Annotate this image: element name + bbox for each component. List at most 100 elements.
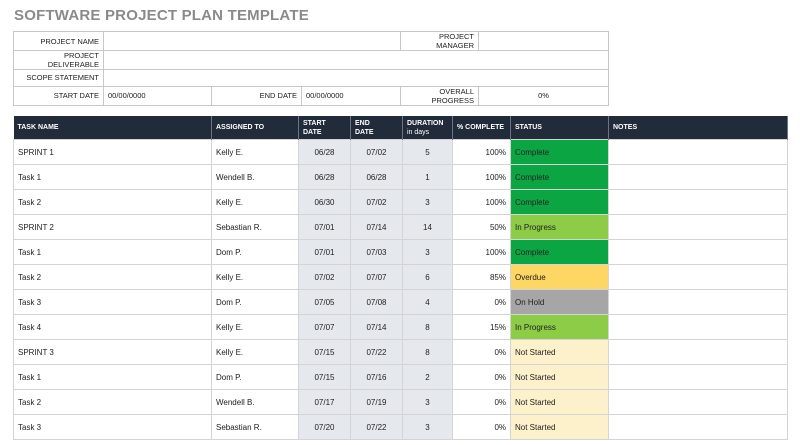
status-cell[interactable]: In Progress: [510, 314, 609, 340]
header-percent-complete[interactable]: % COMPLETE: [452, 116, 511, 140]
task-name-cell[interactable]: SPRINT 2: [13, 214, 212, 240]
header-duration[interactable]: DURATION in days: [402, 116, 453, 140]
table-row[interactable]: Task 1 Wendell B. 06/28 06/28 1 100% Complete: [13, 164, 788, 190]
start-date-cell[interactable]: 07/01: [298, 214, 351, 240]
assigned-to-cell[interactable]: Wendell B.: [211, 164, 299, 190]
assigned-to-cell[interactable]: Kelly E.: [211, 264, 299, 290]
status-cell[interactable]: Not Started: [510, 414, 609, 440]
start-date-cell[interactable]: 07/01: [298, 239, 351, 265]
duration-cell[interactable]: 2: [402, 364, 453, 390]
status-cell[interactable]: In Progress: [510, 214, 609, 240]
status-cell[interactable]: Complete: [510, 189, 609, 215]
assigned-to-cell[interactable]: Sebastian R.: [211, 414, 299, 440]
duration-cell[interactable]: 14: [402, 214, 453, 240]
percent-complete-cell[interactable]: 100%: [452, 189, 511, 215]
start-date-cell[interactable]: 07/17: [298, 389, 351, 415]
task-name-cell[interactable]: SPRINT 3: [13, 339, 212, 365]
task-name-cell[interactable]: Task 4: [13, 314, 212, 340]
project-manager-field[interactable]: [478, 31, 609, 51]
duration-cell[interactable]: 8: [402, 314, 453, 340]
status-cell[interactable]: On Hold: [510, 289, 609, 315]
start-date-cell[interactable]: 07/07: [298, 314, 351, 340]
start-date-cell[interactable]: 07/02: [298, 264, 351, 290]
assigned-to-cell[interactable]: Dom P.: [211, 289, 299, 315]
end-date-cell[interactable]: 07/03: [350, 239, 403, 265]
task-name-cell[interactable]: Task 1: [13, 364, 212, 390]
duration-cell[interactable]: 8: [402, 339, 453, 365]
notes-cell[interactable]: [608, 214, 788, 240]
table-row[interactable]: Task 4 Kelly E. 07/07 07/14 8 15% In Progress: [13, 314, 788, 340]
percent-complete-cell[interactable]: 50%: [452, 214, 511, 240]
duration-cell[interactable]: 3: [402, 414, 453, 440]
assigned-to-cell[interactable]: Dom P.: [211, 239, 299, 265]
task-name-cell[interactable]: Task 1: [13, 239, 212, 265]
table-row[interactable]: Task 3 Dom P. 07/05 07/08 4 0% On Hold: [13, 289, 788, 315]
header-end-date[interactable]: END DATE: [350, 116, 403, 140]
assigned-to-cell[interactable]: Sebastian R.: [211, 214, 299, 240]
assigned-to-cell[interactable]: Dom P.: [211, 364, 299, 390]
status-cell[interactable]: Complete: [510, 164, 609, 190]
percent-complete-cell[interactable]: 15%: [452, 314, 511, 340]
duration-cell[interactable]: 3: [402, 189, 453, 215]
percent-complete-cell[interactable]: 100%: [452, 239, 511, 265]
end-date-cell[interactable]: 07/19: [350, 389, 403, 415]
project-name-field[interactable]: [103, 31, 401, 51]
table-row[interactable]: Task 2 Kelly E. 07/02 07/07 6 85% Overdue: [13, 264, 788, 290]
start-date-cell[interactable]: 07/20: [298, 414, 351, 440]
start-date-field[interactable]: 00/00/0000: [103, 85, 212, 106]
task-name-cell[interactable]: Task 2: [13, 264, 212, 290]
end-date-cell[interactable]: 07/08: [350, 289, 403, 315]
notes-cell[interactable]: [608, 189, 788, 215]
duration-cell[interactable]: 3: [402, 239, 453, 265]
end-date-cell[interactable]: 07/07: [350, 264, 403, 290]
header-assigned-to[interactable]: ASSIGNED TO: [211, 116, 299, 140]
table-row[interactable]: SPRINT 3 Kelly E. 07/15 07/22 8 0% Not Started: [13, 339, 788, 365]
end-date-cell[interactable]: 07/14: [350, 214, 403, 240]
project-deliverable-field[interactable]: [103, 50, 609, 70]
task-name-cell[interactable]: SPRINT 1: [13, 139, 212, 165]
start-date-cell[interactable]: 07/15: [298, 364, 351, 390]
task-name-cell[interactable]: Task 3: [13, 289, 212, 315]
notes-cell[interactable]: [608, 364, 788, 390]
assigned-to-cell[interactable]: Kelly E.: [211, 339, 299, 365]
status-cell[interactable]: Complete: [510, 239, 609, 265]
start-date-cell[interactable]: 07/15: [298, 339, 351, 365]
duration-cell[interactable]: 6: [402, 264, 453, 290]
notes-cell[interactable]: [608, 414, 788, 440]
end-date-cell[interactable]: 07/02: [350, 189, 403, 215]
table-row[interactable]: Task 2 Kelly E. 06/30 07/02 3 100% Complete: [13, 189, 788, 215]
duration-cell[interactable]: 5: [402, 139, 453, 165]
assigned-to-cell[interactable]: Wendell B.: [211, 389, 299, 415]
notes-cell[interactable]: [608, 239, 788, 265]
end-date-cell[interactable]: 07/02: [350, 139, 403, 165]
percent-complete-cell[interactable]: 100%: [452, 164, 511, 190]
header-start-date[interactable]: START DATE: [298, 116, 351, 140]
percent-complete-cell[interactable]: 0%: [452, 414, 511, 440]
header-task-name[interactable]: TASK NAME: [13, 116, 212, 140]
status-cell[interactable]: Overdue: [510, 264, 609, 290]
table-row[interactable]: Task 3 Sebastian R. 07/20 07/22 3 0% Not Start…: [13, 414, 788, 440]
percent-complete-cell[interactable]: 0%: [452, 339, 511, 365]
percent-complete-cell[interactable]: 85%: [452, 264, 511, 290]
task-name-cell[interactable]: Task 2: [13, 389, 212, 415]
duration-cell[interactable]: 4: [402, 289, 453, 315]
percent-complete-cell[interactable]: 0%: [452, 389, 511, 415]
notes-cell[interactable]: [608, 164, 788, 190]
header-status[interactable]: STATUS: [510, 116, 609, 140]
start-date-cell[interactable]: 07/05: [298, 289, 351, 315]
end-date-field[interactable]: 00/00/0000: [301, 85, 401, 106]
status-cell[interactable]: Complete: [510, 139, 609, 165]
task-name-cell[interactable]: Task 3: [13, 414, 212, 440]
table-row[interactable]: Task 1 Dom P. 07/01 07/03 3 100% Complete: [13, 239, 788, 265]
status-cell[interactable]: Not Started: [510, 339, 609, 365]
end-date-cell[interactable]: 07/14: [350, 314, 403, 340]
scope-statement-field[interactable]: [103, 69, 609, 87]
assigned-to-cell[interactable]: Kelly E.: [211, 139, 299, 165]
end-date-cell[interactable]: 07/22: [350, 414, 403, 440]
start-date-cell[interactable]: 06/28: [298, 164, 351, 190]
duration-cell[interactable]: 3: [402, 389, 453, 415]
start-date-cell[interactable]: 06/28: [298, 139, 351, 165]
header-notes[interactable]: NOTES: [608, 116, 788, 140]
table-row[interactable]: SPRINT 2 Sebastian R. 07/01 07/14 14 50% In Pr…: [13, 214, 788, 240]
end-date-cell[interactable]: 06/28: [350, 164, 403, 190]
